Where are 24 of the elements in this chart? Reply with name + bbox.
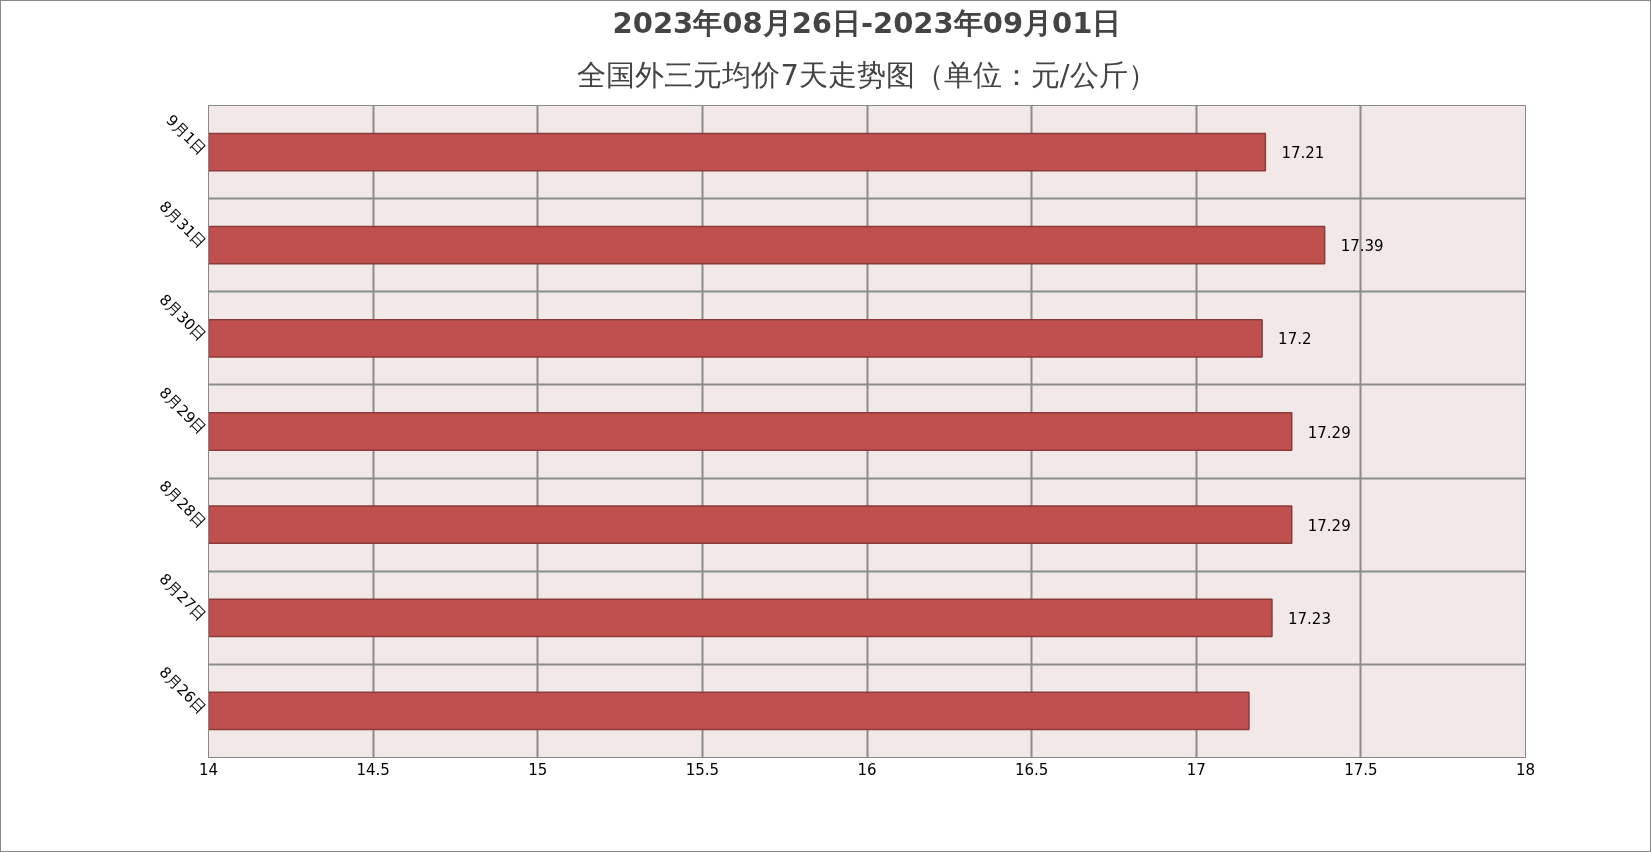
x-tick-label: 18 [1515, 760, 1536, 779]
chart-subtitle: 全国外三元均价7天走势图（单位：元/公斤） [577, 57, 1157, 92]
y-tick-label: 9月1日 [162, 111, 210, 159]
data-label: 17.29 [1307, 516, 1351, 535]
y-tick-label: 8月27日 [155, 569, 210, 625]
y-tick-label: 8月30日 [155, 290, 210, 345]
x-tick-label: 17 [1186, 760, 1206, 779]
x-tick-label: 16.5 [1014, 760, 1049, 779]
data-label: 17.39 [1340, 237, 1384, 256]
x-tick-label: 15.5 [685, 760, 720, 779]
data-label: 17.23 [1287, 609, 1331, 628]
x-tick-label: 16 [857, 760, 877, 779]
y-tick-label: 8月28日 [155, 476, 210, 532]
y-tick-label: 8月29日 [155, 383, 210, 438]
chart-title: 2023年08月26日-2023年09月01日 [612, 5, 1122, 40]
y-tick-label: 8月26日 [155, 663, 210, 718]
data-label: 17.2 [1278, 330, 1312, 349]
x-tick-label: 14.5 [356, 760, 390, 779]
x-tick-label: 14 [198, 760, 219, 779]
x-tick-label: 15 [528, 760, 548, 779]
x-tick-label: 17.5 [1344, 760, 1378, 779]
data-label: 17.21 [1281, 144, 1325, 163]
y-tick-label: 8月31日 [155, 197, 210, 252]
data-label: 17.29 [1307, 423, 1351, 442]
